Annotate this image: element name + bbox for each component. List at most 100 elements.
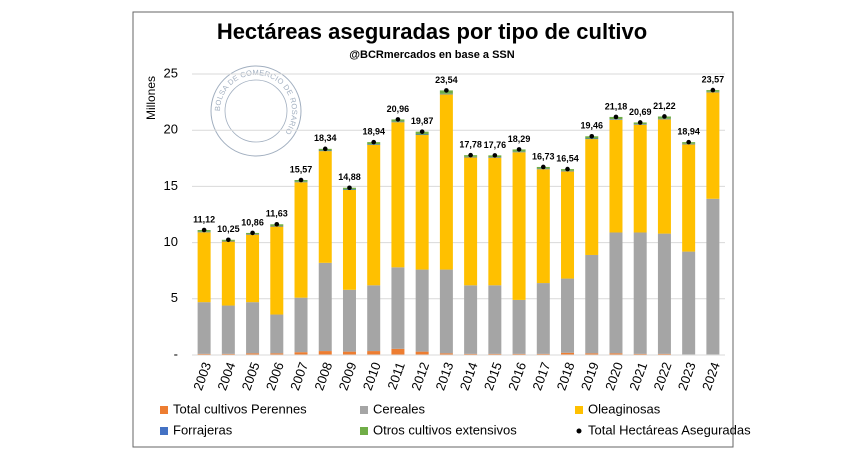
total-marker [274,221,280,227]
legend-marker [576,428,582,434]
bar-segment [512,152,526,300]
bar-segment [221,305,235,354]
value-label: 18,34 [314,133,337,143]
total-marker [662,114,667,119]
value-label: 19,46 [580,121,603,131]
bar-segment [197,232,211,303]
bar-segment [367,351,381,355]
bar-segment [561,352,575,355]
bar-segment [561,171,575,279]
bar-segment [464,157,478,286]
bar-segment [464,285,478,354]
bar-segment [391,122,405,268]
bar-segment [512,299,526,354]
bar-segment [488,285,502,354]
bar-segment [439,93,453,95]
total-marker [613,114,619,120]
legend-label: Oleaginosas [588,401,661,416]
chart-subtitle: @BCRmercados en base a SSN [349,49,514,61]
bar-segment [609,119,623,120]
total-marker [565,166,570,172]
legend-swatch [160,406,168,414]
value-label: 23,57 [702,74,725,84]
bar-segment [246,353,260,355]
bar-segment [270,353,284,355]
bar-segment [391,121,405,123]
bar-segment [488,157,502,286]
value-label: 10,86 [241,217,264,227]
value-label: 20,96 [387,104,410,114]
legend-label: Forrajeras [173,422,233,437]
bar-segment [391,348,405,355]
y-tick-label: 15 [164,178,178,193]
bar-segment [633,353,647,355]
bar-segment [415,351,429,355]
y-tick-label: 10 [164,234,178,249]
value-label: 17,76 [484,140,507,150]
total-marker [468,152,473,158]
bar-segment [270,226,284,315]
total-marker [637,120,643,125]
bar-segment [246,234,260,303]
y-tick-label: - [174,346,178,361]
bar-segment [246,302,260,354]
value-label: 11,12 [193,214,215,224]
value-label: 16,54 [556,153,579,163]
bar-segment [609,353,623,355]
total-marker [710,87,716,93]
bar-segment [294,182,308,298]
total-marker [226,237,231,243]
bar-segment [221,353,235,355]
bar-segment [512,353,526,355]
legend-swatch [360,427,368,435]
legend-swatch [575,406,583,414]
bar-segment [706,92,720,199]
bar-segment [657,353,671,355]
total-marker [201,227,207,233]
y-axis-label: Millones [144,76,158,120]
total-marker [419,129,425,134]
value-label: 21,18 [605,101,628,111]
bar-segment [585,353,599,355]
bar-segment [512,151,526,153]
value-label: 21,22 [653,101,676,111]
bar-segment [294,297,308,353]
legend-swatch [360,406,368,414]
bar-segment [439,353,453,355]
value-label: 19,87 [411,116,434,126]
bar-segment [633,232,647,354]
value-label: 20,69 [629,107,652,117]
bar-segment [633,124,647,233]
bar-segment [439,94,453,270]
bar-segment [415,269,429,352]
bar-segment [367,144,381,145]
total-marker [444,88,449,93]
total-marker [516,147,522,152]
y-tick-label: 5 [171,290,178,305]
bar-segment [609,232,623,354]
bar-segment [439,269,453,354]
value-label: 11,63 [266,209,288,219]
bar-segment [415,134,429,136]
total-marker [371,139,377,145]
value-label: 23,54 [435,75,458,85]
bar-segment [657,118,671,120]
bar-segment [197,302,211,354]
bar-segment [318,351,332,355]
legend-label: Cereales [373,401,426,416]
bar-segment [221,241,235,306]
value-label: 17,78 [459,140,482,150]
bar-segment [318,262,332,352]
total-marker [395,117,401,122]
total-marker [686,139,691,145]
total-marker [250,230,255,236]
total-marker [298,177,304,183]
chart-title: Hectáreas aseguradas por tipo de cultivo [217,19,647,44]
bar-segment [342,289,356,352]
value-label: 10,25 [217,224,240,234]
legend-swatch [160,427,168,435]
chart-frame [132,11,734,448]
bar-segment [367,285,381,352]
